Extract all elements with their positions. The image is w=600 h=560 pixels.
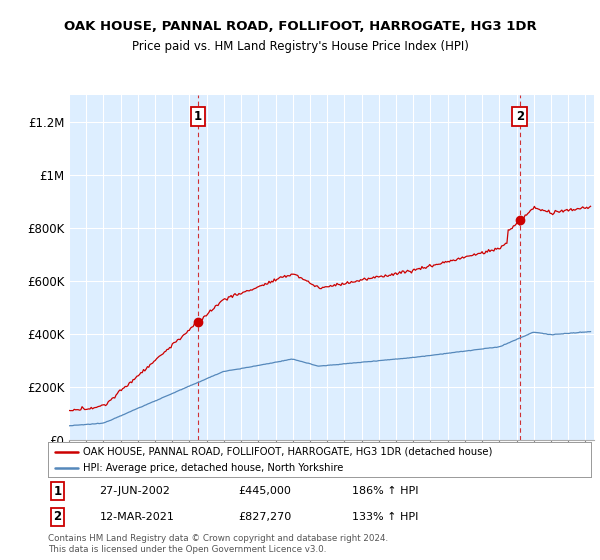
Text: 1: 1 xyxy=(194,110,202,123)
Text: 1: 1 xyxy=(53,485,62,498)
Text: OAK HOUSE, PANNAL ROAD, FOLLIFOOT, HARROGATE, HG3 1DR (detached house): OAK HOUSE, PANNAL ROAD, FOLLIFOOT, HARRO… xyxy=(83,447,493,457)
Text: 2: 2 xyxy=(516,110,524,123)
Text: HPI: Average price, detached house, North Yorkshire: HPI: Average price, detached house, Nort… xyxy=(83,464,344,473)
Text: 186% ↑ HPI: 186% ↑ HPI xyxy=(352,486,419,496)
Text: 133% ↑ HPI: 133% ↑ HPI xyxy=(352,512,418,522)
Text: 2: 2 xyxy=(53,510,62,524)
Text: OAK HOUSE, PANNAL ROAD, FOLLIFOOT, HARROGATE, HG3 1DR: OAK HOUSE, PANNAL ROAD, FOLLIFOOT, HARRO… xyxy=(64,20,536,32)
Text: Contains HM Land Registry data © Crown copyright and database right 2024.: Contains HM Land Registry data © Crown c… xyxy=(48,534,388,543)
Text: Price paid vs. HM Land Registry's House Price Index (HPI): Price paid vs. HM Land Registry's House … xyxy=(131,40,469,53)
Text: £827,270: £827,270 xyxy=(238,512,291,522)
Text: 27-JUN-2002: 27-JUN-2002 xyxy=(100,486,170,496)
Text: £445,000: £445,000 xyxy=(238,486,291,496)
Text: This data is licensed under the Open Government Licence v3.0.: This data is licensed under the Open Gov… xyxy=(48,545,326,554)
Text: 12-MAR-2021: 12-MAR-2021 xyxy=(100,512,175,522)
